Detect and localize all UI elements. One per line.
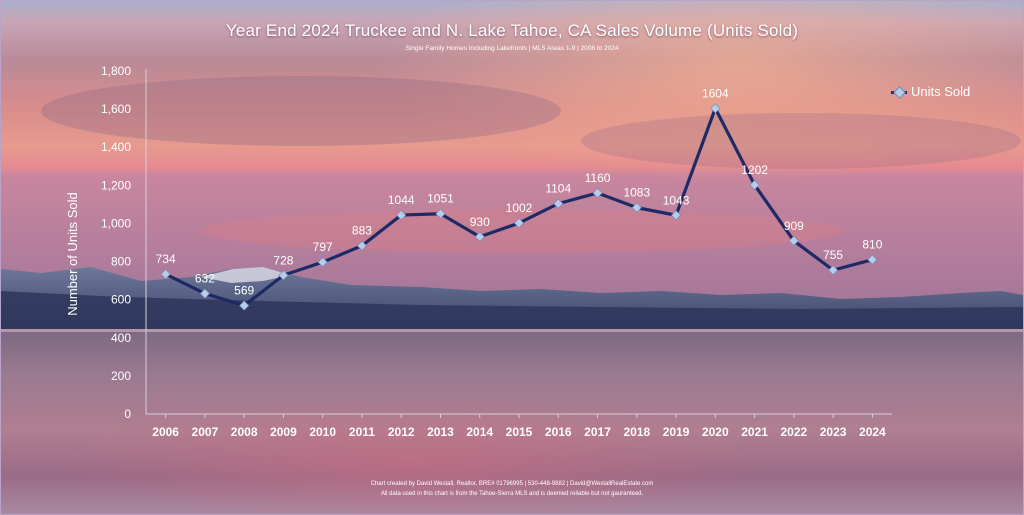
legend: Units Sold [891, 84, 970, 99]
data-label: 1604 [702, 86, 729, 100]
y-tick-label: 1,600 [101, 102, 131, 116]
x-tick-label: 2014 [466, 425, 493, 439]
x-tick-label: 2007 [192, 425, 219, 439]
x-tick-label: 2008 [231, 425, 258, 439]
y-tick-label: 800 [111, 255, 131, 269]
x-tick-label: 2018 [623, 425, 650, 439]
data-point-marker [317, 257, 328, 268]
y-tick-label: 1,800 [101, 64, 131, 78]
data-point-marker [592, 187, 603, 198]
x-tick-label: 2022 [780, 425, 807, 439]
data-point-marker [788, 235, 799, 246]
data-point-marker [160, 269, 171, 280]
x-tick-label: 2006 [152, 425, 179, 439]
data-label: 909 [784, 219, 804, 233]
data-label: 883 [352, 224, 372, 238]
y-tick-label: 1,400 [101, 140, 131, 154]
axes: 0 200 400 600 800 1,000 1,200 1,400 1,600 1,800 20… [101, 64, 892, 439]
y-tick-label: 400 [111, 331, 131, 345]
data-point-marker [199, 288, 210, 299]
data-point-marker [671, 210, 682, 221]
data-label: 569 [234, 284, 254, 298]
legend-marker-icon [891, 85, 907, 99]
footer-credit: Chart created by David Westall, Realtor,… [370, 481, 654, 487]
y-axis-label: Number of Units Sold [65, 192, 80, 316]
x-tick-label: 2021 [741, 425, 768, 439]
data-label: 632 [195, 272, 215, 286]
x-tick-label: 2023 [820, 425, 847, 439]
y-tick-label: 200 [111, 369, 131, 383]
data-point-marker [828, 265, 839, 276]
data-point-marker [749, 179, 760, 190]
data-point-marker [867, 254, 878, 265]
x-tick-label: 2015 [506, 425, 533, 439]
x-tick-label: 2017 [584, 425, 611, 439]
data-label: 1044 [388, 193, 415, 207]
x-tick-label: 2024 [859, 425, 886, 439]
chart-title: Year End 2024 Truckee and N. Lake Tahoe,… [225, 21, 799, 40]
data-point-marker [553, 198, 564, 209]
data-label: 797 [313, 240, 333, 254]
data-label: 1002 [506, 201, 533, 215]
data-label: 1051 [427, 192, 454, 206]
data-label: 755 [823, 248, 843, 262]
data-point-marker [631, 202, 642, 213]
data-label: 734 [156, 252, 176, 266]
data-label: 810 [862, 238, 882, 252]
x-tick-label: 2011 [349, 425, 375, 439]
data-point-marker [513, 218, 525, 229]
x-tick-label: 2009 [270, 425, 297, 439]
series-units-sold: 734 632 569 728 797 883 1044 1051 930 1002 1104 116… [156, 86, 883, 311]
data-point-marker [396, 210, 407, 221]
data-label: 728 [273, 253, 293, 267]
y-tick-label: 1,000 [101, 216, 131, 230]
y-tick-label: 600 [111, 293, 131, 307]
y-tick-label: 1,200 [101, 178, 131, 192]
x-tick-label: 2010 [309, 425, 336, 439]
chart-subtitle: Single Family Homes Including Lakefronts… [405, 45, 619, 52]
data-label: 1160 [585, 171, 611, 185]
data-point-marker [356, 240, 367, 251]
x-tick-label: 2020 [702, 425, 729, 439]
data-point-marker [239, 300, 250, 311]
data-label: 930 [470, 215, 490, 229]
legend-label: Units Sold [911, 84, 971, 99]
data-point-marker [435, 208, 446, 219]
footer-disclaimer: All data used in this chart is from the … [380, 491, 644, 497]
data-label: 1043 [663, 193, 690, 207]
data-point-marker [710, 103, 721, 114]
x-tick-label: 2013 [427, 425, 454, 439]
data-label: 1083 [623, 186, 650, 200]
x-tick-label: 2019 [663, 425, 690, 439]
data-point-marker [278, 270, 289, 281]
data-point-marker [474, 231, 485, 242]
data-label: 1104 [545, 182, 571, 196]
x-tick-label: 2012 [388, 425, 415, 439]
y-tick-label: 0 [124, 407, 131, 421]
data-label: 1202 [741, 163, 768, 177]
x-tick-label: 2016 [545, 425, 572, 439]
